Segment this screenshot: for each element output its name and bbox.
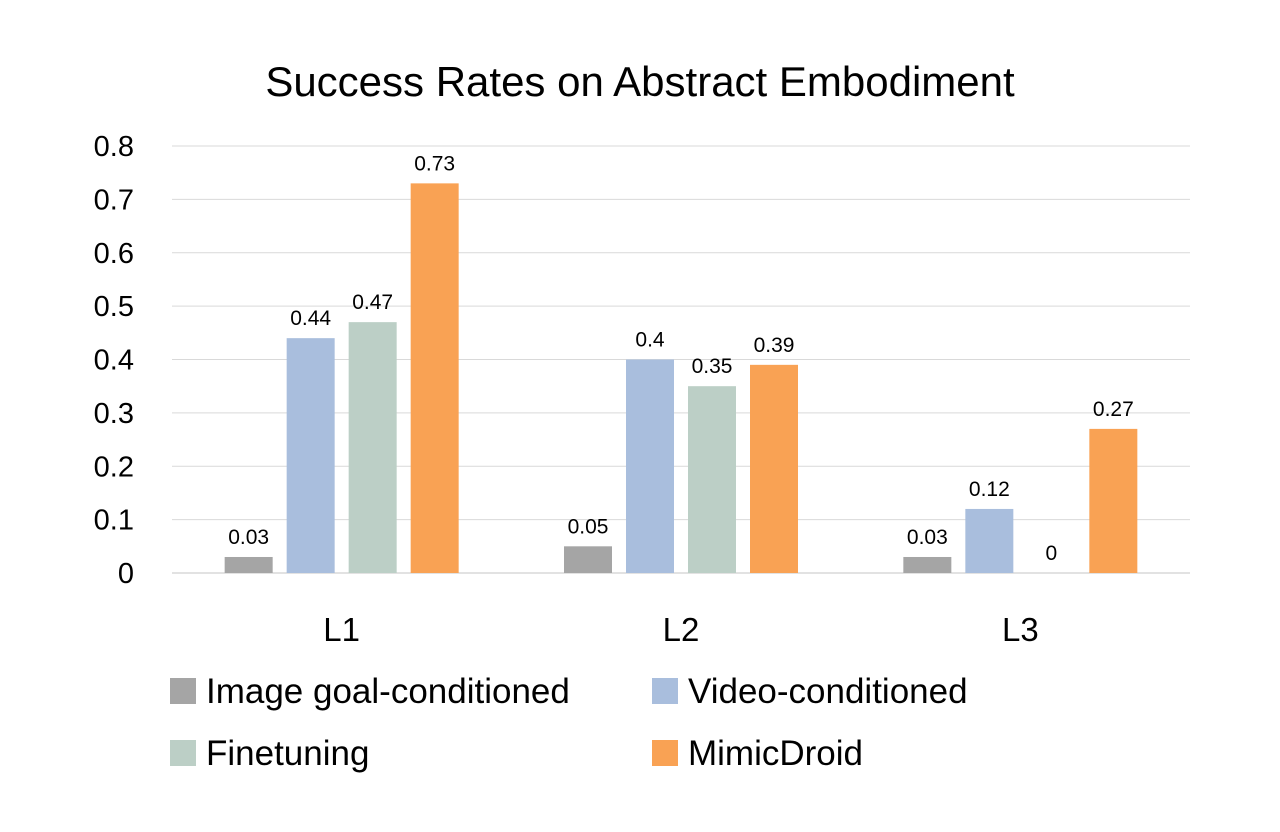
y-tick-label: 0.3 [94,398,134,430]
legend-item: Finetuning [170,734,369,773]
data-label: 0 [1045,542,1057,565]
bar [903,557,951,573]
y-tick-label: 0.5 [94,291,134,323]
legend-label: Video-conditioned [688,672,968,711]
y-tick-label: 0.7 [94,184,134,216]
x-axis-ticks: L1 L2 L3 [323,611,1038,648]
bar [688,386,736,573]
data-label: 0.4 [635,329,665,352]
legend-item: Video-conditioned [652,672,968,711]
legend-swatch [170,740,196,766]
bar [750,365,798,573]
bar [349,322,397,573]
bar [564,546,612,573]
data-label: 0.27 [1093,398,1134,421]
data-label: 0.44 [290,307,331,330]
data-label: 0.73 [414,152,455,175]
y-tick-label: 0.4 [94,345,134,377]
bar [965,509,1013,573]
data-label: 0.03 [907,526,948,549]
bar [225,557,273,573]
legend-item: MimicDroid [652,734,863,773]
x-tick-label: L2 [663,611,700,648]
y-tick-label: 0.2 [94,451,134,483]
x-tick-label: L3 [1002,611,1039,648]
data-label: 0.47 [352,291,393,314]
legend: Image goal-conditioned Video-conditioned F… [170,672,968,773]
bars [225,183,1138,573]
data-label: 0.35 [692,355,733,378]
legend-label: MimicDroid [688,734,863,773]
y-tick-label: 0 [118,558,134,590]
y-tick-label: 0.6 [94,238,134,270]
data-label: 0.03 [228,526,269,549]
y-tick-label: 0.1 [94,505,134,537]
legend-swatch [652,740,678,766]
legend-label: Image goal-conditioned [206,672,570,711]
legend-swatch [652,678,678,704]
data-label: 0.05 [568,515,609,538]
y-tick-label: 0.8 [94,131,134,163]
y-axis-ticks: 0 0.1 0.2 0.3 0.4 0.5 0.6 0.7 0.8 [94,131,134,590]
legend-item: Image goal-conditioned [170,672,570,711]
legend-label: Finetuning [206,734,369,773]
bar [287,338,335,573]
bar [1089,429,1137,573]
data-label: 0.12 [969,478,1010,501]
legend-swatch [170,678,196,704]
bar [626,360,674,574]
x-tick-label: L1 [323,611,360,648]
bar [411,183,459,573]
chart-title: Success Rates on Abstract Embodiment [265,58,1015,105]
data-label: 0.39 [754,334,795,357]
